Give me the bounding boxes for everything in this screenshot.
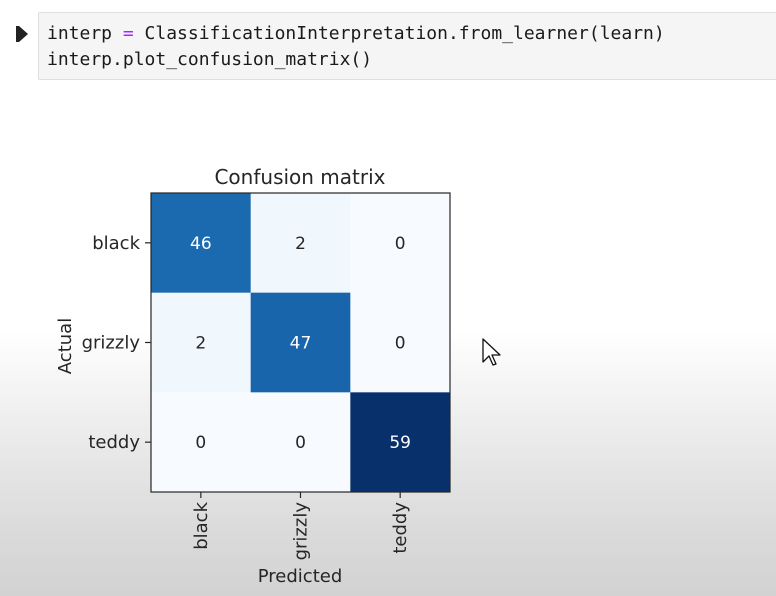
y-tick-label: grizzly [82, 333, 141, 354]
y-tick-label: black [92, 233, 140, 254]
x-axis-label: Predicted [258, 566, 343, 587]
heatmap-cell [250, 193, 351, 294]
heatmap-cell [350, 193, 451, 294]
code-line-1: interp = ClassificationInterpretation.fr… [47, 22, 665, 46]
code-cell[interactable]: interp = ClassificationInterpretation.fr… [38, 12, 776, 80]
x-tick-label: black [191, 501, 212, 549]
code-token-var: interp [47, 23, 123, 44]
code-line-2: interp.plot_confusion_matrix() [47, 49, 373, 70]
axis-ticks: black grizzly teddy black grizzly teddy [82, 233, 412, 561]
x-tick-label: grizzly [291, 502, 312, 561]
cell-value-label: 46 [190, 234, 212, 254]
cell-value-label: 0 [195, 433, 206, 453]
cell-value-label: 2 [295, 234, 306, 254]
heatmap-cell [250, 392, 351, 493]
cell-value-label: 0 [395, 334, 406, 354]
cell-value-label: 59 [389, 433, 411, 453]
mouse-pointer-icon [482, 338, 502, 368]
run-cell-icon[interactable] [14, 24, 30, 44]
heatmap-cell [151, 392, 252, 493]
cell-value-label: 2 [195, 334, 206, 354]
heatmap-cell [350, 392, 451, 493]
heatmap-cell [350, 292, 451, 393]
heatmap-cell [250, 292, 351, 393]
cell-value-label: 0 [295, 433, 306, 453]
heatmap-cells: 46 2 0 2 47 0 0 0 59 [151, 193, 451, 493]
code-token-call: ClassificationInterpretation.from_learne… [133, 23, 665, 44]
cell-value-label: 47 [290, 334, 312, 354]
heatmap-cell [151, 292, 252, 393]
heatmap-cell [151, 193, 252, 294]
y-axis-label: Actual [55, 318, 76, 374]
cell-value-label: 0 [395, 234, 406, 254]
code-token-assign: = [122, 23, 134, 44]
chart-title: Confusion matrix [214, 165, 385, 189]
y-tick-label: teddy [88, 432, 140, 453]
x-tick-label: teddy [390, 502, 411, 554]
